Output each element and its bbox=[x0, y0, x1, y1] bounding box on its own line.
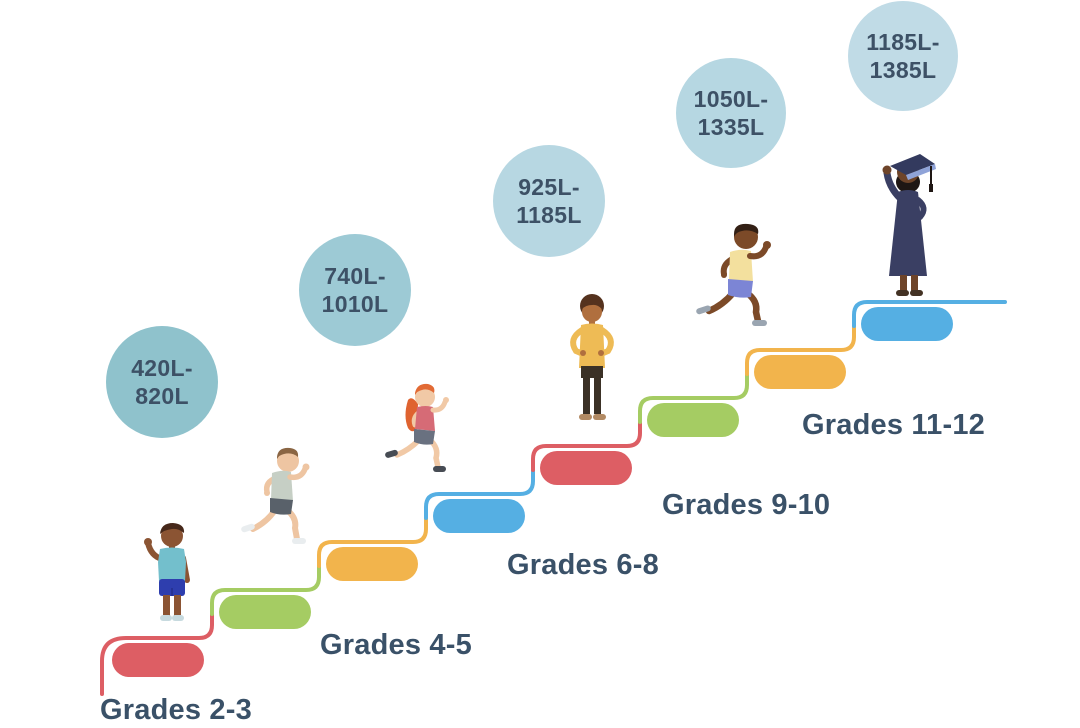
running-teen-figure bbox=[688, 220, 792, 337]
graduate-celebrating-icon bbox=[882, 154, 936, 296]
step-pill bbox=[326, 547, 418, 581]
standing-teen-figure bbox=[557, 292, 627, 431]
grade-label: Grades 6-8 bbox=[507, 549, 659, 581]
step-line bbox=[100, 612, 214, 696]
step-line bbox=[210, 564, 321, 616]
lexile-range-circle: 925L- 1185L bbox=[493, 145, 605, 257]
lexile-range-line1: 1050L- bbox=[693, 85, 769, 112]
step-line bbox=[317, 516, 428, 568]
lexile-range-line1: 420L- bbox=[131, 354, 193, 381]
step-line bbox=[424, 468, 535, 520]
running-boy-figure bbox=[232, 444, 324, 555]
running-teen-icon bbox=[696, 223, 771, 326]
lexile-range-line1: 1185L- bbox=[866, 28, 940, 55]
lexile-range-line2: 1185L bbox=[516, 202, 582, 228]
graduate-figure bbox=[862, 142, 954, 305]
step-pill bbox=[647, 403, 739, 437]
running-boy-icon bbox=[241, 447, 310, 544]
standing-teen-hands-on-hips-icon bbox=[570, 294, 614, 420]
step-pill bbox=[433, 499, 525, 533]
step-pill bbox=[861, 307, 953, 341]
lexile-range-line2: 820L bbox=[135, 383, 189, 409]
lexile-range-line1: 925L- bbox=[518, 173, 580, 200]
step-line bbox=[852, 300, 1007, 328]
step-pill bbox=[754, 355, 846, 389]
running-girl-icon bbox=[385, 383, 449, 472]
grade-label: Grades 2-3 bbox=[100, 694, 252, 726]
grade-label: Grades 9-10 bbox=[662, 489, 831, 521]
lexile-range-circle: 740L- 1010L bbox=[299, 234, 411, 346]
step-pill bbox=[112, 643, 204, 677]
lexile-range-circle: 1050L- 1335L bbox=[676, 58, 786, 168]
step-line bbox=[531, 420, 642, 472]
lexile-range-circle: 420L- 820L bbox=[106, 326, 218, 438]
step-line bbox=[745, 324, 856, 376]
lexile-range-line1: 740L- bbox=[324, 262, 386, 289]
step-line bbox=[638, 372, 749, 424]
standing-child-waving-figure bbox=[136, 518, 208, 626]
running-girl-figure bbox=[378, 378, 473, 489]
step-pill bbox=[540, 451, 632, 485]
grade-label: Grades 4-5 bbox=[320, 629, 472, 661]
lexile-range-line2: 1335L bbox=[697, 114, 765, 140]
lexile-range-line2: 1385L bbox=[869, 57, 937, 83]
lexile-range-line2: 1010L bbox=[321, 291, 389, 317]
lexile-range-circle: 1185L- 1385L bbox=[848, 1, 958, 111]
standing-child-waving-icon bbox=[144, 523, 190, 621]
step-pill bbox=[219, 595, 311, 629]
grade-label: Grades 11-12 bbox=[802, 409, 985, 441]
